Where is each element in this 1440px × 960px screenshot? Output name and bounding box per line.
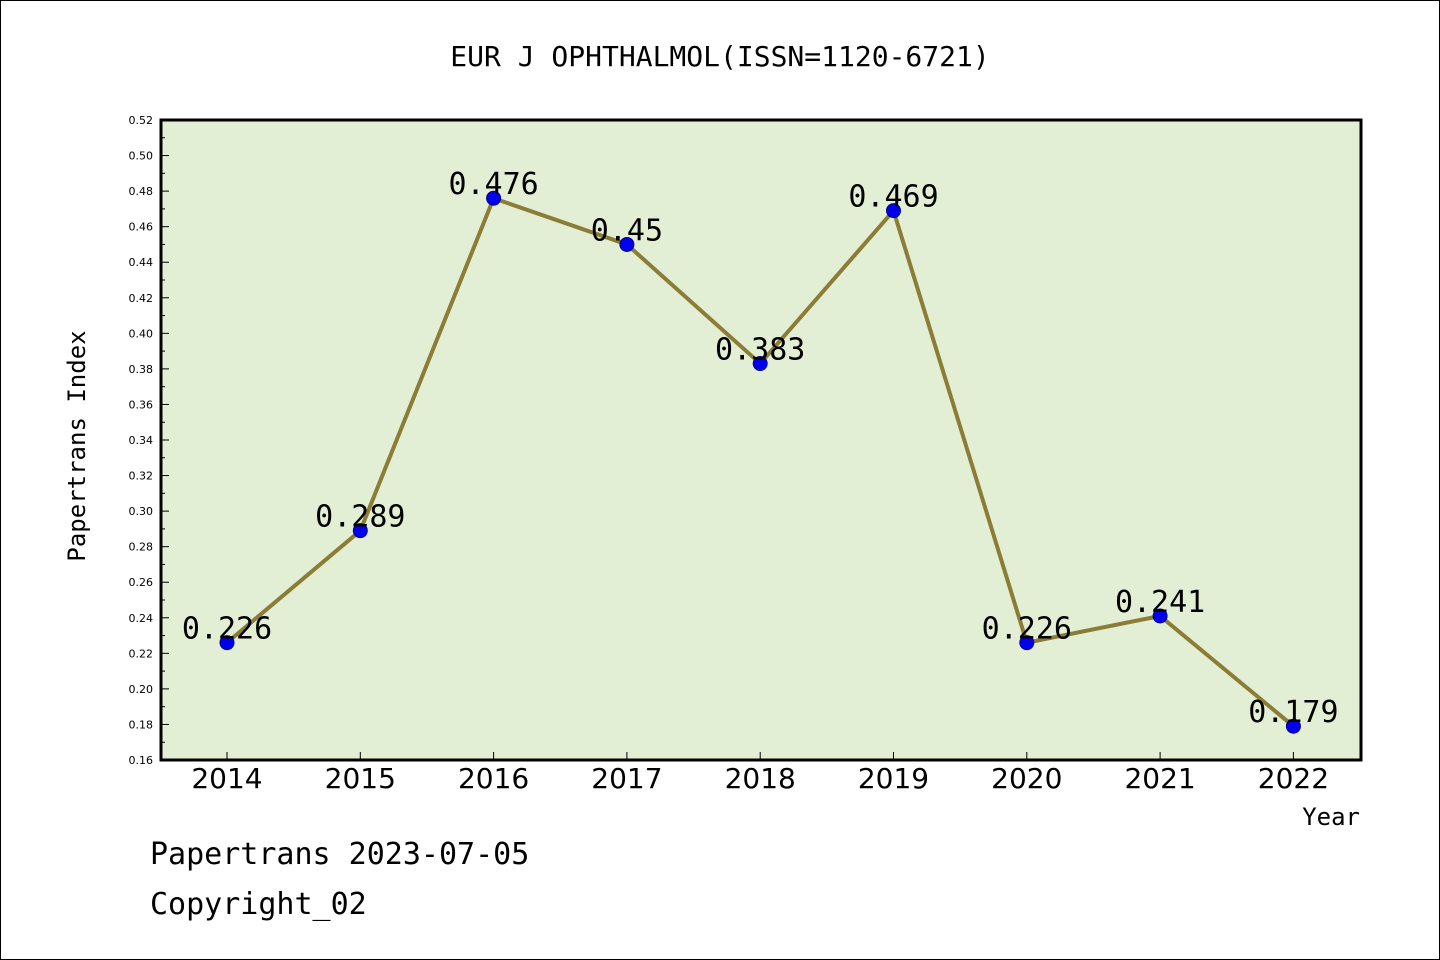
- data-label: 0.383: [715, 333, 805, 368]
- x-tick-label: 2021: [1124, 762, 1195, 795]
- footer-copyright: Copyright_02: [150, 887, 367, 922]
- y-tick-label: 0.22: [129, 647, 154, 660]
- y-tick-label: 0.34: [129, 434, 154, 447]
- plot-area: [159, 118, 1363, 762]
- data-labels: 0.226 0.289 0.476 0.45 0.383 0.469 0.226 0.241 0…: [182, 167, 1339, 730]
- data-point: [619, 236, 635, 252]
- data-point: [219, 635, 235, 651]
- y-tick-label: 0.20: [129, 683, 154, 696]
- x-tick-label: 2017: [591, 762, 662, 795]
- data-label: 0.476: [448, 167, 538, 202]
- y-tick-label: 0.40: [129, 327, 154, 340]
- y-axis-label: Papertrans Index: [63, 330, 91, 561]
- x-tick-label: 2019: [858, 762, 929, 795]
- data-label: 0.469: [848, 180, 938, 215]
- y-tick-label: 0.24: [129, 612, 154, 625]
- footer-date: Papertrans 2023-07-05: [150, 837, 529, 872]
- data-point: [1285, 718, 1301, 734]
- x-tick-label: 2018: [725, 762, 796, 795]
- data-point: [1019, 635, 1035, 651]
- y-tick-label: 0.42: [129, 292, 154, 305]
- y-tick-label: 0.38: [129, 363, 154, 376]
- x-tick-label: 2020: [991, 762, 1062, 795]
- chart-title: EUR J OPHTHALMOL(ISSN=1120-6721): [450, 40, 989, 73]
- x-tick-label: 2022: [1258, 762, 1329, 795]
- data-point: [886, 203, 901, 219]
- data-point: [486, 190, 502, 206]
- data-point: [1152, 608, 1168, 624]
- y-tick-label: 0.30: [129, 505, 154, 518]
- y-tick-label: 0.44: [129, 256, 154, 269]
- y-tick-label: 0.28: [129, 541, 154, 554]
- y-tick-label: 0.16: [129, 754, 154, 767]
- data-point: [352, 523, 368, 539]
- data-label: 0.289: [315, 500, 405, 535]
- y-tick-label: 0.26: [129, 576, 154, 589]
- y-axis: 0.16 0.18 0.20 0.22 0.24 0.26 0.28 0.30 0.32 0.34…: [129, 114, 169, 767]
- series-markers: [219, 190, 1301, 734]
- data-label: 0.45: [591, 213, 663, 248]
- y-tick-label: 0.46: [129, 221, 154, 234]
- y-tick-label: 0.32: [129, 470, 154, 483]
- data-label: 0.226: [182, 612, 272, 647]
- data-point: [752, 356, 768, 372]
- y-tick-label: 0.18: [129, 718, 154, 731]
- x-tick-label: 2015: [325, 762, 396, 795]
- y-tick-label: 0.36: [129, 398, 154, 411]
- y-tick-label: 0.48: [129, 185, 154, 198]
- x-axis: 2014 2015 2016 2017 2018 2019 2020 2021 2022: [191, 752, 1329, 795]
- data-label: 0.241: [1115, 585, 1205, 620]
- x-tick-label: 2014: [191, 762, 262, 795]
- x-axis-label: Year: [1302, 803, 1360, 831]
- data-label: 0.226: [982, 612, 1072, 647]
- x-tick-label: 2016: [458, 762, 529, 795]
- y-tick-label: 0.50: [129, 150, 154, 163]
- y-tick-label: 0.52: [129, 114, 154, 127]
- data-label: 0.179: [1248, 695, 1338, 730]
